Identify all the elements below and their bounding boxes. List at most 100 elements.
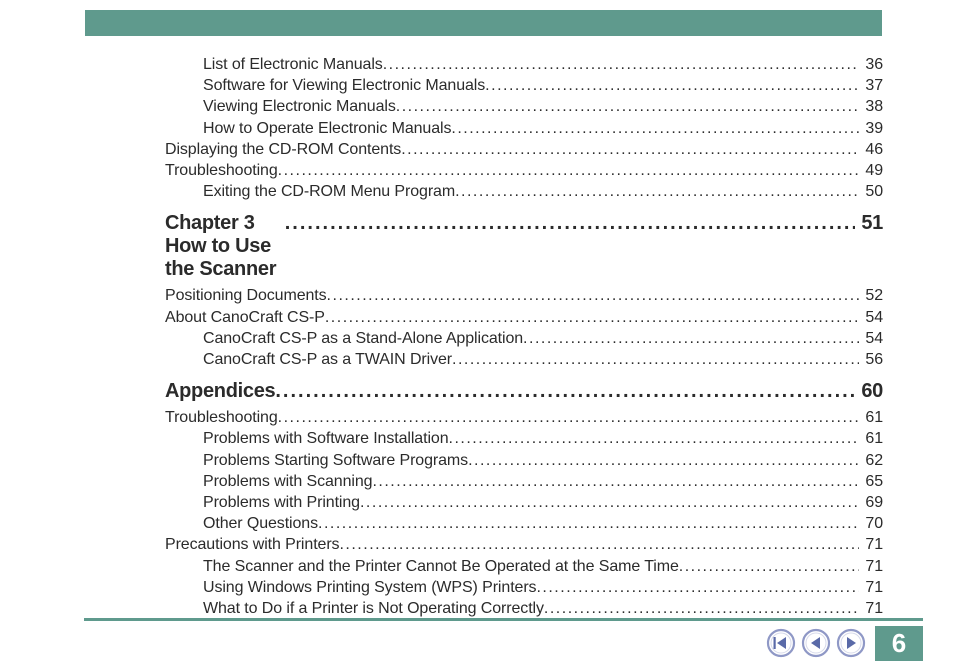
- toc-entry-page: 39: [859, 118, 883, 139]
- leader-dots: ........................................…: [455, 181, 859, 202]
- page-number: 6: [892, 628, 906, 659]
- page-number-box: 6: [875, 626, 923, 661]
- leader-dots: ........................................…: [327, 285, 860, 306]
- toc-entry[interactable]: Positioning Documents ..................…: [165, 285, 883, 306]
- toc-entry-page: 65: [859, 471, 883, 492]
- leader-dots: ........................................…: [451, 118, 859, 139]
- toc-entry-page: 61: [859, 428, 883, 449]
- leader-dots: ........................................…: [449, 428, 860, 449]
- toc-entry-label: CanoCraft CS-P as a Stand-Alone Applicat…: [203, 328, 523, 349]
- toc-entry-label: Viewing Electronic Manuals: [203, 96, 396, 117]
- toc-entry-page: 50: [859, 181, 883, 202]
- toc-entry-page: 71: [859, 598, 883, 619]
- toc-entry[interactable]: Other Questions ........................…: [165, 513, 883, 534]
- page-footer: 6: [0, 618, 954, 672]
- nav-first-button[interactable]: [766, 628, 796, 658]
- toc-group-plain3: Troubleshooting ........................…: [165, 407, 883, 619]
- toc-entry-page: 61: [859, 407, 883, 428]
- leader-dots: ........................................…: [285, 212, 856, 235]
- toc-entry-page: 71: [859, 577, 883, 598]
- toc-group-plain2: Positioning Documents ..................…: [165, 285, 883, 370]
- toc-entry[interactable]: CanoCraft CS-P as a Stand-Alone Applicat…: [165, 328, 883, 349]
- toc-entry-page: 71: [859, 556, 883, 577]
- leader-dots: ........................................…: [339, 534, 859, 555]
- leader-dots: ........................................…: [360, 492, 859, 513]
- leader-dots: ........................................…: [523, 328, 859, 349]
- toc-entry[interactable]: Exiting the CD-ROM Menu Program ........…: [165, 181, 883, 202]
- header-bar: [85, 10, 882, 36]
- leader-dots: ........................................…: [679, 556, 860, 577]
- toc-entry[interactable]: How to Operate Electronic Manuals ......…: [165, 118, 883, 139]
- toc-entry-label: Problems Starting Software Programs: [203, 450, 468, 471]
- toc-entry-label: Software for Viewing Electronic Manuals: [203, 75, 485, 96]
- toc-entry[interactable]: The Scanner and the Printer Cannot Be Op…: [165, 556, 883, 577]
- toc-entry-page: 37: [859, 75, 883, 96]
- toc-entry-label: Problems with Software Installation: [203, 428, 449, 449]
- toc-entry[interactable]: What to Do if a Printer is Not Operating…: [165, 598, 883, 619]
- toc-entry[interactable]: Problems with Software Installation ....…: [165, 428, 883, 449]
- toc-entry-label: Troubleshooting: [165, 160, 278, 181]
- toc-entry[interactable]: Troubleshooting ........................…: [165, 160, 883, 181]
- toc-entry[interactable]: Problems with Printing .................…: [165, 492, 883, 513]
- leader-dots: ........................................…: [325, 307, 860, 328]
- toc-entry[interactable]: Viewing Electronic Manuals .............…: [165, 96, 883, 117]
- footer-rule: [84, 618, 923, 621]
- toc-entry[interactable]: Troubleshooting ........................…: [165, 407, 883, 428]
- toc-entry-page: 49: [859, 160, 883, 181]
- toc-entry-label: How to Operate Electronic Manuals: [203, 118, 451, 139]
- toc-entry-page: 71: [859, 534, 883, 555]
- toc-entry-label: List of Electronic Manuals: [203, 54, 383, 75]
- toc-entry[interactable]: Precautions with Printers ..............…: [165, 534, 883, 555]
- leader-dots: ........................................…: [485, 75, 859, 96]
- toc-entry-label: About CanoCraft CS-P: [165, 307, 325, 328]
- document-page: List of Electronic Manuals .............…: [0, 0, 954, 672]
- leader-dots: ........................................…: [372, 471, 859, 492]
- toc-entry-label: CanoCraft CS-P as a TWAIN Driver: [203, 349, 452, 370]
- leader-dots: ........................................…: [452, 349, 859, 370]
- chapter-row-appendices[interactable]: Appendices .............................…: [165, 380, 883, 403]
- toc-entry-label: Precautions with Printers: [165, 534, 339, 555]
- toc-entry-label: What to Do if a Printer is Not Operating…: [203, 598, 544, 619]
- chapter-page: 60: [855, 380, 883, 403]
- toc-entry[interactable]: Software for Viewing Electronic Manuals …: [165, 75, 883, 96]
- leader-dots: ........................................…: [396, 96, 860, 117]
- toc-entry[interactable]: Problems with Scanning .................…: [165, 471, 883, 492]
- toc-entry[interactable]: Displaying the CD-ROM Contents .........…: [165, 139, 883, 160]
- chapter-title: Appendices: [165, 380, 275, 403]
- toc-entry-label: Using Windows Printing System (WPS) Prin…: [203, 577, 536, 598]
- toc-entry-label: Problems with Printing: [203, 492, 360, 513]
- toc-entry-label: Displaying the CD-ROM Contents: [165, 139, 401, 160]
- leader-dots: ........................................…: [318, 513, 859, 534]
- leader-dots: ........................................…: [536, 577, 859, 598]
- chapter-title: Chapter 3 How to Use the Scanner: [165, 212, 285, 281]
- leader-dots: ........................................…: [401, 139, 859, 160]
- toc-entry-page: 54: [859, 328, 883, 349]
- toc-entry[interactable]: CanoCraft CS-P as a TWAIN Driver .......…: [165, 349, 883, 370]
- toc-entry-page: 70: [859, 513, 883, 534]
- leader-dots: ........................................…: [544, 598, 859, 619]
- toc-entry-label: Other Questions: [203, 513, 318, 534]
- toc-entry[interactable]: Using Windows Printing System (WPS) Prin…: [165, 577, 883, 598]
- chapter-row-ch3[interactable]: Chapter 3 How to Use the Scanner .......…: [165, 212, 883, 281]
- toc-entry[interactable]: List of Electronic Manuals .............…: [165, 54, 883, 75]
- leader-dots: ........................................…: [468, 450, 859, 471]
- toc-group-plain1: List of Electronic Manuals .............…: [165, 54, 883, 202]
- leader-dots: ........................................…: [278, 407, 860, 428]
- toc-entry-page: 54: [859, 307, 883, 328]
- toc-content: List of Electronic Manuals .............…: [165, 54, 883, 619]
- toc-entry-page: 56: [859, 349, 883, 370]
- toc-entry-page: 52: [859, 285, 883, 306]
- toc-entry-page: 36: [859, 54, 883, 75]
- toc-entry[interactable]: Problems Starting Software Programs ....…: [165, 450, 883, 471]
- leader-dots: ........................................…: [275, 380, 855, 403]
- toc-entry-page: 46: [859, 139, 883, 160]
- toc-entry-label: Problems with Scanning: [203, 471, 372, 492]
- toc-entry-label: Troubleshooting: [165, 407, 278, 428]
- nav-next-button[interactable]: [836, 628, 866, 658]
- toc-entry-label: Positioning Documents: [165, 285, 327, 306]
- toc-entry[interactable]: About CanoCraft CS-P ...................…: [165, 307, 883, 328]
- toc-entry-page: 62: [859, 450, 883, 471]
- toc-entry-page: 38: [859, 96, 883, 117]
- toc-entry-label: Exiting the CD-ROM Menu Program: [203, 181, 455, 202]
- nav-prev-button[interactable]: [801, 628, 831, 658]
